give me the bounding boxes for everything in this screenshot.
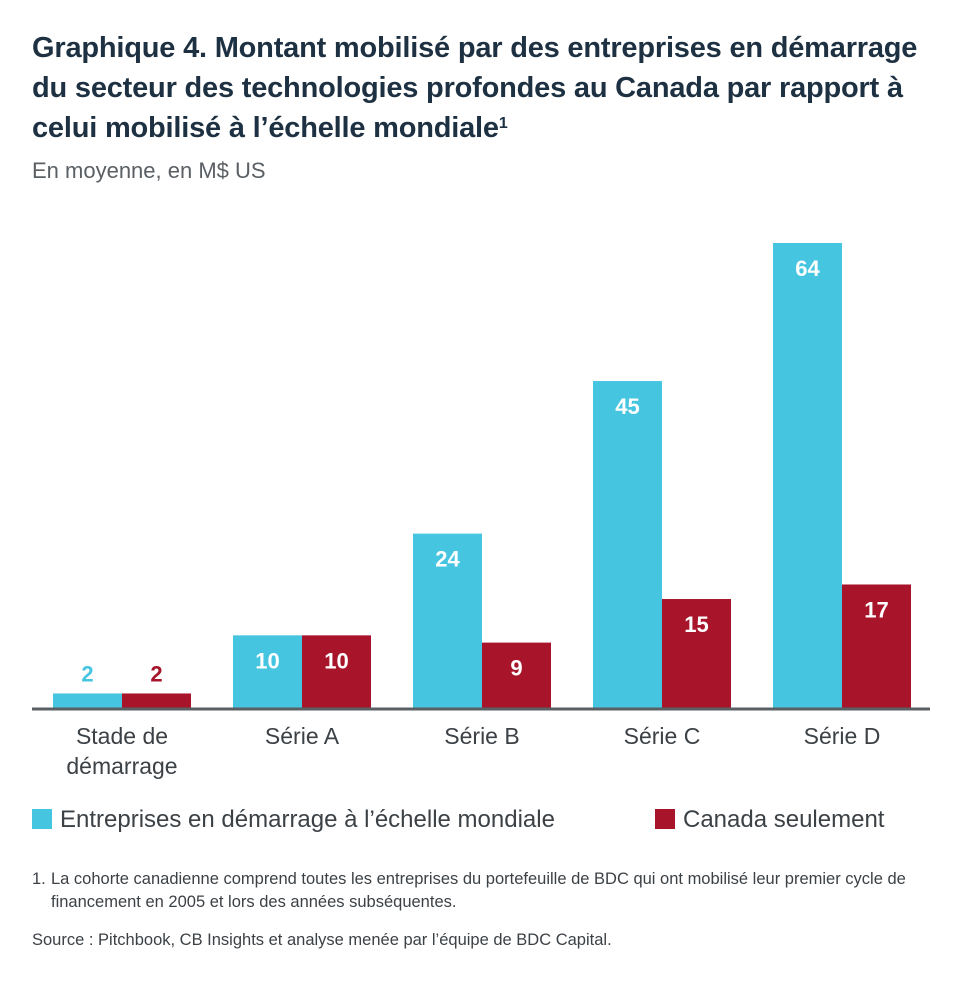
data-label-global-2: 10 <box>255 648 279 673</box>
bar-global-5 <box>773 243 842 708</box>
legend-item-global: Entreprises en démarrage à l’échelle mon… <box>32 806 555 834</box>
footnote-text: La cohorte canadienne comprend toutes le… <box>51 870 906 911</box>
legend-swatch-global <box>32 809 52 829</box>
bar-canada-2 <box>302 635 371 708</box>
bar-canada-5 <box>842 584 911 708</box>
legend-label-canada: Canada seulement <box>683 806 885 833</box>
bar-canada-3 <box>482 642 551 708</box>
chart-title: Graphique 4. Montant mobilisé par des en… <box>32 28 932 148</box>
legend-swatch-canada <box>655 809 675 829</box>
bar-global-2 <box>233 635 302 708</box>
x-tick-label-1: Stade de démarrage <box>66 723 177 779</box>
data-label-canada-1: 2 <box>150 661 162 686</box>
chart-subtitle: En moyenne, en M$ US <box>32 158 266 183</box>
title-footnote-marker: 1 <box>498 115 508 132</box>
footnote-number: 1. <box>32 870 46 888</box>
bar-global-4 <box>593 381 662 708</box>
legend-item-canada: Canada seulement <box>655 806 884 834</box>
bar-global-3 <box>413 533 482 708</box>
data-label-global-4: 45 <box>615 394 639 419</box>
data-label-canada-5: 17 <box>864 597 888 622</box>
legend-label-global: Entreprises en démarrage à l’échelle mon… <box>60 806 555 833</box>
x-tick-label-2: Série A <box>265 723 340 749</box>
source-note: Source : Pitchbook, CB Insights et analy… <box>32 931 612 949</box>
chart-title-text: Graphique 4. Montant mobilisé par des en… <box>32 32 918 144</box>
x-tick-label-3: Série B <box>444 723 519 749</box>
bar-chart: 2 2 Stade de démarrage 10 10 Série A 24 9 Série B… <box>32 243 930 779</box>
data-label-global-1: 2 <box>81 661 93 686</box>
data-label-global-3: 24 <box>435 547 460 572</box>
data-label-canada-3: 9 <box>510 656 522 681</box>
data-label-global-5: 64 <box>795 256 820 281</box>
data-label-canada-2: 10 <box>324 648 348 673</box>
bar-canada-4 <box>662 599 731 708</box>
x-tick-label-4: Série C <box>624 723 701 749</box>
footnote: 1. La cohorte canadienne comprend toutes… <box>32 868 932 914</box>
data-label-canada-4: 15 <box>684 612 708 637</box>
bar-canada-1 <box>122 693 191 708</box>
bar-global-1 <box>53 693 122 708</box>
x-tick-label-5: Série D <box>804 723 881 749</box>
